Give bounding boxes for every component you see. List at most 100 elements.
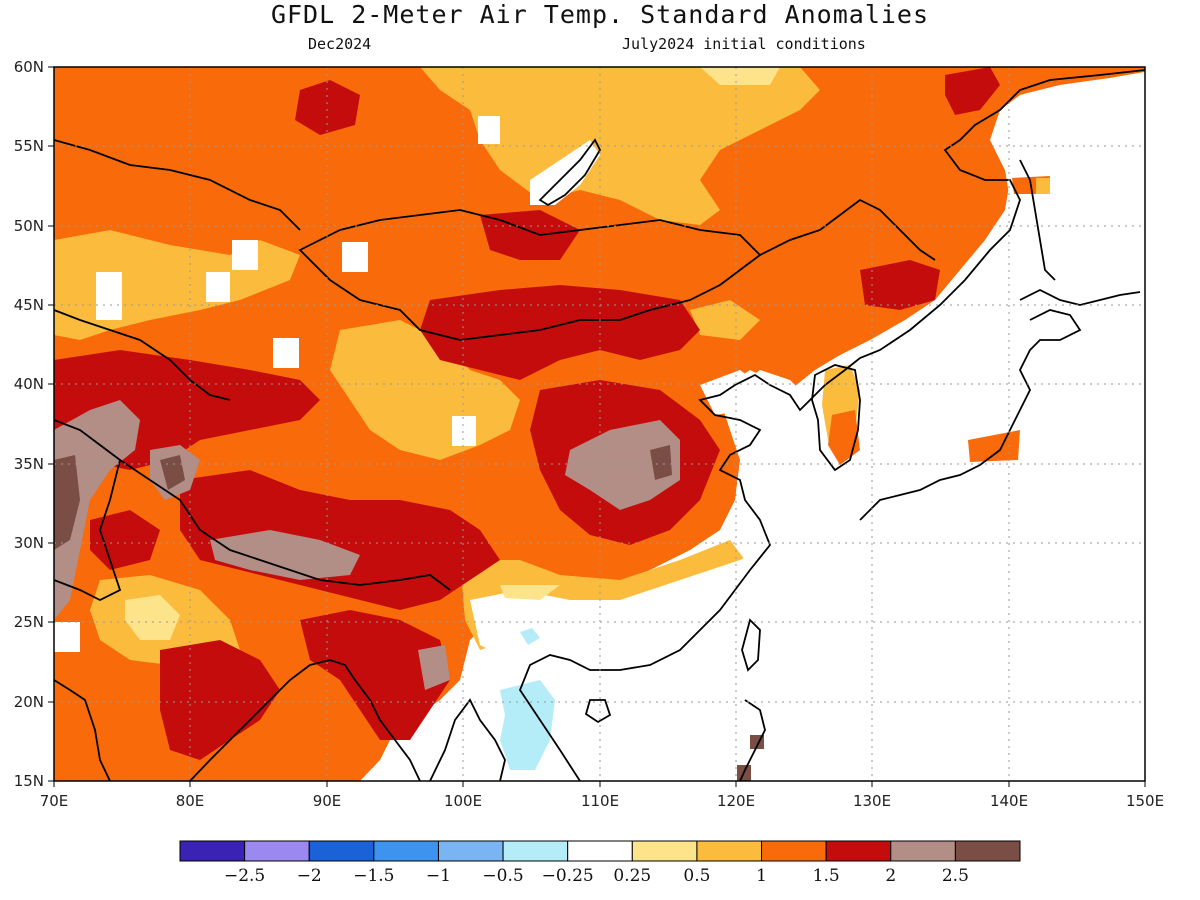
colorbar-swatch: [567, 840, 633, 862]
coast-japan: [859, 309, 1082, 521]
ocean-east: [720, 72, 1145, 781]
lat-label-20n: 20N: [14, 693, 44, 711]
missing-lake-7: [232, 240, 258, 270]
anomaly-field: [54, 67, 1145, 781]
coast-india-west: [54, 679, 111, 781]
anomaly-region-red-central-band: [420, 285, 700, 380]
lon-label-140e: 140E: [990, 792, 1028, 810]
lat-label-35n: 35N: [14, 455, 44, 473]
border-afghan: [54, 419, 122, 602]
lon-label-120e: 120E: [717, 792, 755, 810]
lat-label-60n: 60N: [14, 58, 44, 76]
anomaly-region-red-manchuria: [860, 260, 940, 310]
colorbar-swatch: [179, 840, 246, 862]
missing-lake-5: [273, 338, 299, 368]
coast-south-asia: [429, 698, 506, 781]
border-russia-kazakh: [54, 139, 301, 231]
colorbar-swatch: [825, 840, 892, 862]
border-mongolia: [298, 209, 762, 341]
colorbar-label: 1: [756, 866, 767, 886]
anomaly-region-brown-tibet: [210, 530, 360, 580]
coast-korea: [811, 364, 861, 472]
anomaly-region-yellow-southchina: [500, 585, 560, 600]
colorbar-label: −0.5: [482, 866, 523, 886]
coast-bay-of-bengal: [189, 659, 421, 781]
colorbar-swatch: [696, 840, 763, 862]
lon-label-110e: 110E: [581, 792, 619, 810]
colorbar-label: −1.5: [353, 866, 394, 886]
coast-hokkaido: [1019, 288, 1141, 306]
colorbar-swatch: [631, 840, 698, 862]
anomaly-region-light-north: [420, 67, 820, 225]
colorbar-label: 0.25: [613, 866, 651, 886]
lat-label-40n: 40N: [14, 375, 44, 393]
colorbar-label: 1.5: [813, 866, 840, 886]
baikal-outline: [538, 138, 602, 207]
lon-label-80e: 80E: [176, 792, 205, 810]
border-central-asia: [54, 309, 231, 401]
colorbar-swatch: [244, 840, 310, 862]
lon-label-100e: 100E: [444, 792, 482, 810]
colorbar-label: 0.5: [683, 866, 710, 886]
lat-label-55n: 55N: [14, 137, 44, 155]
lat-label-15n: 15N: [14, 772, 44, 790]
anomaly-region-cyan-indochina: [500, 680, 555, 770]
anomaly-region-brown-pamir: [54, 400, 140, 620]
anomaly-region-red-far-ne: [945, 67, 1000, 115]
colorbar-swatch: [437, 840, 504, 862]
lon-label-70e: 70E: [40, 792, 69, 810]
lat-label-50n: 50N: [14, 217, 44, 235]
lon-label-130e: 130E: [853, 792, 891, 810]
anomaly-region-darkbrown-pamir: [54, 455, 80, 550]
colorbar: −2.5 −2 −1.5 −1 −0.5 −0.25 0.25 0.5 1 1.5 2 2.5: [179, 840, 1021, 886]
missing-lake-1: [478, 116, 500, 144]
colorbar-swatch: [373, 840, 439, 862]
lat-label-30n: 30N: [14, 534, 44, 552]
anomaly-region-yellow-india: [125, 595, 180, 640]
colorbar-label: 2.5: [942, 866, 969, 886]
anomaly-region-lightyellow-north: [700, 67, 780, 85]
anomaly-region-sakhalin-light: [1036, 178, 1050, 194]
border-himalaya: [119, 459, 451, 591]
coast-taiwan: [741, 618, 761, 672]
map-title: GFDL 2-Meter Air Temp. Standard Anomalie…: [270, 0, 930, 29]
coast-philippines: [739, 699, 766, 781]
anomaly-region-cyan-small: [520, 628, 540, 645]
colorbar-swatch: [761, 840, 827, 862]
lat-tick-labels: 15N 20N 25N 30N 35N 40N 45N 50N 55N 60N: [14, 58, 44, 790]
anomaly-region-brown-china: [565, 420, 680, 510]
anomaly-region-brown-burma: [418, 645, 450, 690]
anomaly-region-red-tibet: [180, 470, 500, 610]
colorbar-label: −2.5: [224, 866, 265, 886]
colorbar-swatch: [308, 840, 375, 862]
lon-label-90e: 90E: [313, 792, 342, 810]
border-china-russia: [759, 198, 936, 261]
ocean-bay: [700, 370, 760, 415]
lat-label-45n: 45N: [14, 296, 44, 314]
initial-conditions: July2024 initial conditions: [622, 35, 866, 53]
colorbar-label: −0.25: [542, 866, 594, 886]
coastlines-borders: [54, 69, 1145, 781]
lon-tick-labels: 70E 80E 90E 100E 110E 120E 130E 140E 150…: [40, 792, 1164, 810]
lon-label-150e: 150E: [1126, 792, 1164, 810]
valid-month: Dec2024: [308, 35, 372, 53]
anomaly-region-darkbrown-china: [650, 445, 672, 480]
anomaly-region-white-southchina: [470, 540, 800, 660]
coast-hainan: [584, 699, 612, 724]
grid-lines: [54, 67, 1145, 781]
missing-lake-3: [96, 272, 122, 320]
anomaly-region-light-ne: [690, 300, 760, 340]
colorbar-swatch: [890, 840, 956, 862]
colorbar-label: 2: [885, 866, 896, 886]
missing-gap-1: [54, 622, 80, 652]
tick-marks: [48, 66, 1146, 787]
colorbar-swatch: [502, 840, 569, 862]
lat-label-25n: 25N: [14, 613, 44, 631]
coast-east-asia: [518, 69, 1145, 781]
anomaly-region-red-burma: [300, 610, 450, 740]
anomaly-region-red-north: [295, 80, 360, 135]
missing-lake-4: [206, 272, 230, 302]
colorbar-label: −1: [426, 866, 451, 886]
coast-sakhalin: [1019, 159, 1056, 281]
